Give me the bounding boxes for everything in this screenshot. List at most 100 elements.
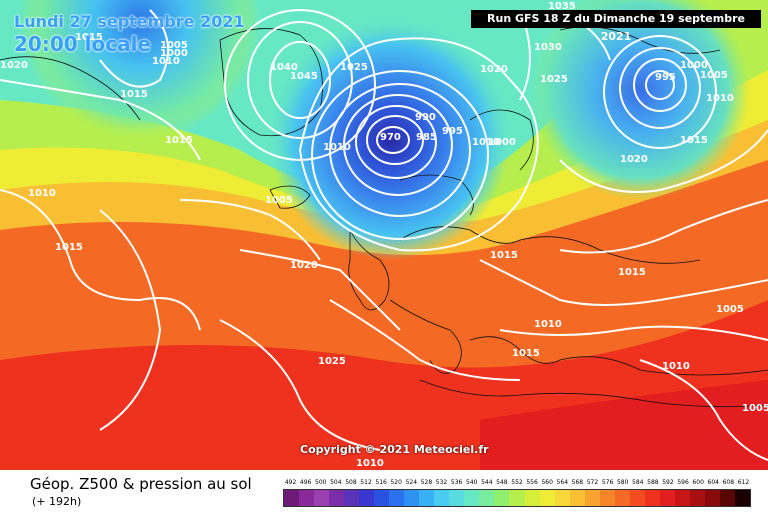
isobar-label: 1040 xyxy=(270,62,298,73)
isobar-label: 1025 xyxy=(318,356,346,367)
legend-footer: Géop. Z500 & pression au sol (+ 192h) 49… xyxy=(0,470,768,512)
isobar-label: 1030 xyxy=(534,42,562,53)
scale-swatch xyxy=(314,490,330,506)
scale-swatch xyxy=(584,490,600,506)
valid-time: 20:00 locale xyxy=(14,32,151,56)
scale-swatch xyxy=(434,490,450,506)
scale-label: 612 xyxy=(737,479,750,486)
model-run-info: Run GFS 18 Z du Dimanche 19 septembre 20… xyxy=(471,10,761,43)
scale-swatch xyxy=(464,490,480,506)
isobar-label: 1000 xyxy=(160,48,188,59)
scale-label: 608 xyxy=(722,479,735,486)
scale-swatch xyxy=(539,490,555,506)
scale-swatch xyxy=(704,490,720,506)
isobar-label: 1015 xyxy=(120,89,148,100)
scale-label: 604 xyxy=(707,479,719,486)
scale-swatch xyxy=(374,490,390,506)
isobar-label: 1005 xyxy=(742,403,768,414)
scale-swatch xyxy=(449,490,465,506)
scale-label: 592 xyxy=(662,479,674,486)
scale-swatch xyxy=(344,490,360,506)
scale-swatch xyxy=(389,490,405,506)
scale-swatch xyxy=(614,490,630,506)
isobar-label: 1005 xyxy=(700,70,728,81)
scale-swatch xyxy=(524,490,540,506)
z500-low-center xyxy=(0,0,768,470)
scale-swatch xyxy=(599,490,615,506)
scale-swatch xyxy=(554,490,570,506)
isobar-label: 990 xyxy=(415,112,436,123)
isobar-label: 1010 xyxy=(28,188,56,199)
scale-label: 512 xyxy=(360,479,372,486)
isobar-label: 1015 xyxy=(55,242,83,253)
scale-swatch xyxy=(689,490,705,506)
isobar-label: 1005 xyxy=(716,304,744,315)
scale-label: 508 xyxy=(345,479,357,486)
scale-label: 496 xyxy=(299,479,312,486)
scale-label: 528 xyxy=(420,479,433,486)
isobar-label: 1010 xyxy=(152,56,180,67)
z500-band-592 xyxy=(480,380,768,470)
scale-swatch xyxy=(629,490,645,506)
isobar-label: 1010 xyxy=(706,93,734,104)
scale-label: 596 xyxy=(677,479,689,486)
scale-label: 580 xyxy=(616,479,629,486)
isobar-label: 1015 xyxy=(618,267,646,278)
scale-label: 576 xyxy=(601,479,614,486)
scale-label: 520 xyxy=(390,479,402,486)
isobar-label: 970 xyxy=(380,132,401,143)
isobar-label: 1015 xyxy=(165,135,193,146)
isobar-label: 1020 xyxy=(290,260,318,271)
color-scale-labels: 492 496 500 504 508 512 516 520 524 528 532 536 540 5… xyxy=(283,479,751,489)
scale-label: 572 xyxy=(586,479,599,486)
isobar-label: 1025 xyxy=(340,62,368,73)
weather-map: 1015 1005 1000 1020 1010 1015 1040 1045 1025 1035… xyxy=(0,0,768,470)
scale-label: 552 xyxy=(511,479,523,486)
scale-swatch xyxy=(494,490,510,506)
isobar-label: 1015 xyxy=(75,32,103,43)
isobar-label: 1010 xyxy=(534,319,562,330)
scale-swatch xyxy=(284,490,300,506)
scale-label: 560 xyxy=(541,479,553,486)
product-title: Géop. Z500 & pression au sol xyxy=(30,475,252,493)
valid-date: Lundi 27 septembre 2021 xyxy=(14,12,245,31)
scale-label: 516 xyxy=(375,479,387,486)
isobar-label: 1015 xyxy=(490,250,518,261)
isobar-label: 1035 xyxy=(548,1,576,12)
scale-label: 548 xyxy=(496,479,508,486)
isobar-label: 1020 xyxy=(480,64,508,75)
isobar-label: 1010 xyxy=(662,361,690,372)
isobar-label: 995 xyxy=(442,126,463,137)
color-scale-bar xyxy=(283,489,751,507)
scale-swatch xyxy=(569,490,585,506)
scale-label: 504 xyxy=(330,479,342,486)
scale-swatch xyxy=(359,490,375,506)
scale-swatch xyxy=(644,490,660,506)
scale-label: 584 xyxy=(632,479,644,486)
scale-label: 536 xyxy=(450,479,463,486)
scale-swatch xyxy=(329,490,345,506)
scale-swatch xyxy=(734,490,750,506)
isobars xyxy=(0,9,768,461)
scale-swatch xyxy=(479,490,495,506)
scale-label: 588 xyxy=(647,479,659,486)
isobar-label: 1000 xyxy=(680,60,708,71)
isobar-label: 1010 xyxy=(323,142,351,153)
isobar-label: 1005 xyxy=(160,40,188,51)
isobar-label: 1010 xyxy=(356,458,384,469)
scale-label: 532 xyxy=(435,479,448,486)
scale-label: 544 xyxy=(481,479,493,486)
scale-label: 492 xyxy=(284,479,297,486)
scale-swatch xyxy=(299,490,315,506)
scale-label: 564 xyxy=(556,479,569,486)
isobar-label: 1015 xyxy=(512,348,540,359)
scale-swatch xyxy=(719,490,735,506)
scale-swatch xyxy=(419,490,435,506)
isobar-label: 1045 xyxy=(290,71,318,82)
scale-swatch xyxy=(659,490,675,506)
isobar-label: 1025 xyxy=(540,74,568,85)
isobar-label: 985 xyxy=(416,132,437,143)
